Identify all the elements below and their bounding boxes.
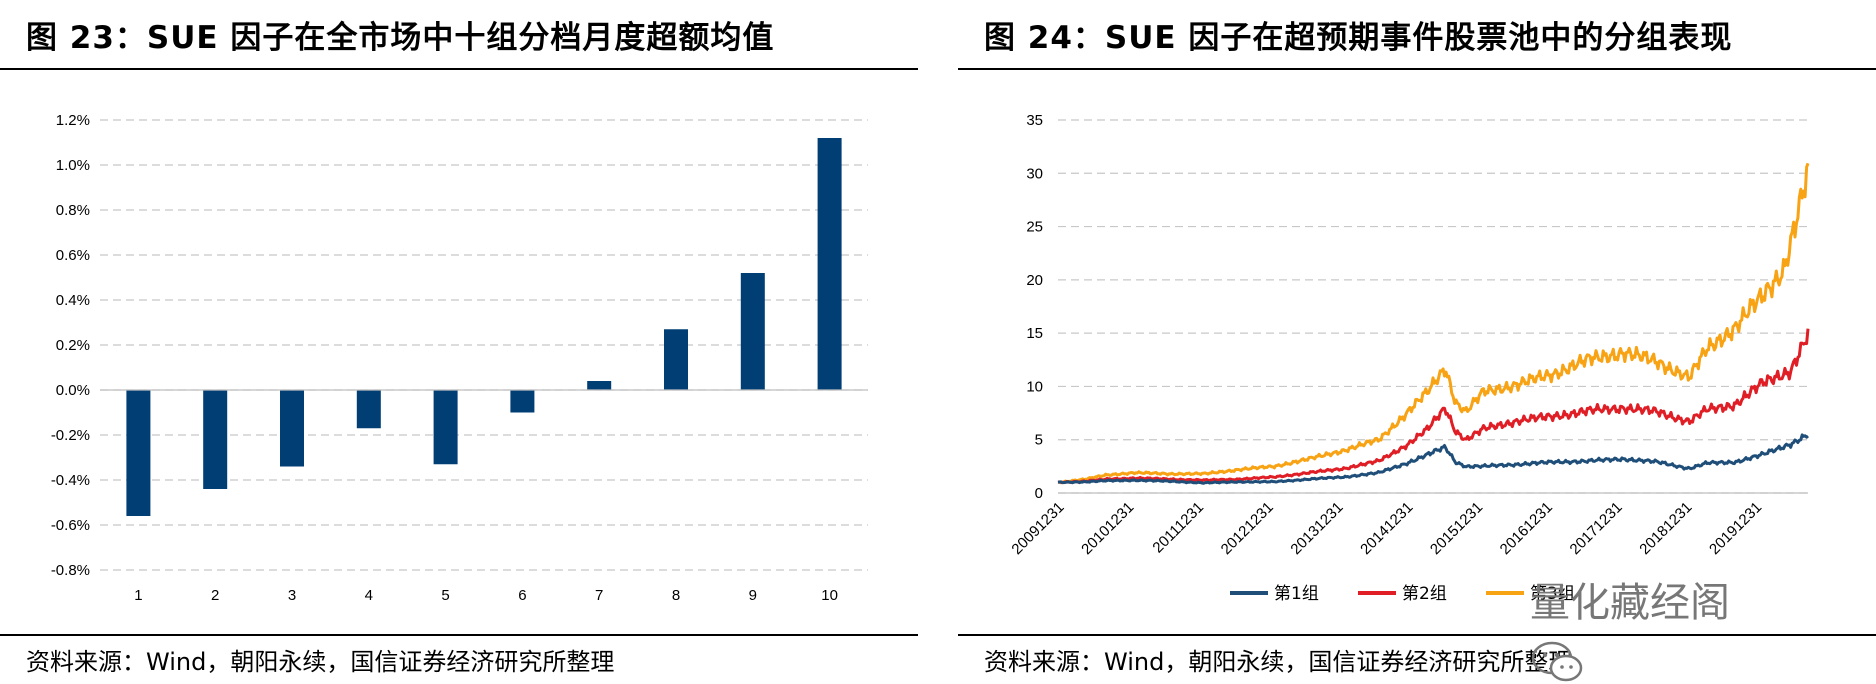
x-tick-label: 20181231 <box>1636 499 1695 558</box>
left-figure-panel: 图 23：SUE 因子在全市场中十组分档月度超额均值 1.2% 1.0% 0.8% 0… <box>0 0 918 676</box>
x-tick-label: 10 <box>821 587 838 604</box>
x-tick-label: 1 <box>134 587 142 604</box>
bar <box>356 390 381 429</box>
right-figure-title: 图 24：SUE 因子在超预期事件股票池中的分组表现 <box>984 20 1733 56</box>
bar <box>510 390 535 413</box>
x-tick-label: 20151231 <box>1427 499 1486 558</box>
y-tick-label: -0.6% <box>51 517 90 534</box>
left-source-note: 资料来源：Wind，朝阳永续，国信证券经济研究所整理 <box>26 648 615 676</box>
y-tick-label: -0.2% <box>51 427 90 444</box>
y-tick-label: -0.8% <box>51 562 90 579</box>
right-title-rule <box>958 68 1876 70</box>
legend-label: 第2组 <box>1402 584 1447 604</box>
watermark: 量化藏经阁 <box>1530 570 1730 682</box>
wechat-icon <box>1531 641 1583 682</box>
x-tick-label: 5 <box>441 587 449 604</box>
bar <box>740 273 765 390</box>
y-tick-label: -0.4% <box>51 472 90 489</box>
bar-chart: 1.2% 1.0% 0.8% 0.6% 0.4% 0.2% 0.0% -0.2% -0.4% -0… <box>51 112 868 604</box>
x-tick-label: 20101231 <box>1078 499 1137 558</box>
series-line <box>1057 433 1809 485</box>
y-tick-label: 0.8% <box>56 202 90 219</box>
y-tick-label: 25 <box>1026 219 1043 236</box>
y-tick-label: 0.6% <box>56 247 90 264</box>
left-source-rule <box>0 634 918 636</box>
bar <box>817 138 842 390</box>
legend-label: 第1组 <box>1274 584 1319 604</box>
x-tick-label: 20171231 <box>1567 499 1626 558</box>
y-tick-label: 0.2% <box>56 337 90 354</box>
y-tick-label: 0 <box>1035 485 1043 502</box>
bar <box>433 390 458 465</box>
right-source-note: 资料来源：Wind，朝阳永续，国信证券经济研究所整理 <box>984 648 1573 676</box>
y-tick-label: 35 <box>1026 112 1043 129</box>
y-tick-label: 5 <box>1035 432 1043 449</box>
bar <box>126 390 151 516</box>
left-title-rule <box>0 68 918 70</box>
left-figure-title: 图 23：SUE 因子在全市场中十组分档月度超额均值 <box>26 20 775 56</box>
y-tick-label: 20 <box>1026 272 1043 289</box>
x-tick-label: 20091231 <box>1008 499 1067 558</box>
right-source-rule <box>958 634 1876 636</box>
x-tick-label: 8 <box>672 587 680 604</box>
x-tick-label: 20131231 <box>1287 499 1346 558</box>
x-tick-label: 20161231 <box>1497 499 1556 558</box>
watermark-text: 量化藏经阁 <box>1530 580 1730 626</box>
y-tick-label: 0.0% <box>56 382 90 399</box>
bar <box>664 329 688 390</box>
series-line <box>1057 162 1810 485</box>
x-tick-label: 6 <box>518 587 526 604</box>
x-tick-label: 9 <box>749 587 757 604</box>
y-tick-label: 1.0% <box>56 157 90 174</box>
y-tick-label: 15 <box>1026 325 1043 342</box>
x-tick-label: 3 <box>288 587 296 604</box>
y-tick-label: 10 <box>1026 378 1043 395</box>
legend-label: 第3组 <box>1530 584 1575 604</box>
x-tick-label: 20141231 <box>1357 499 1416 558</box>
x-tick-label: 20121231 <box>1218 499 1277 558</box>
bar <box>280 390 304 467</box>
y-tick-label: 30 <box>1026 165 1043 182</box>
bar <box>587 381 612 390</box>
y-tick-label: 0.4% <box>56 292 90 309</box>
x-tick-label: 7 <box>595 587 603 604</box>
bar <box>203 390 228 489</box>
x-tick-label: 20111231 <box>1149 499 1207 557</box>
y-tick-label: 1.2% <box>56 112 90 129</box>
right-figure-panel: 图 24：SUE 因子在超预期事件股票池中的分组表现 35 30 25 20 15 10 5… <box>958 0 1876 676</box>
x-tick-label: 2 <box>211 587 219 604</box>
x-tick-label: 4 <box>365 587 373 604</box>
x-tick-label: 20191231 <box>1706 499 1765 558</box>
series-line <box>1057 328 1810 485</box>
